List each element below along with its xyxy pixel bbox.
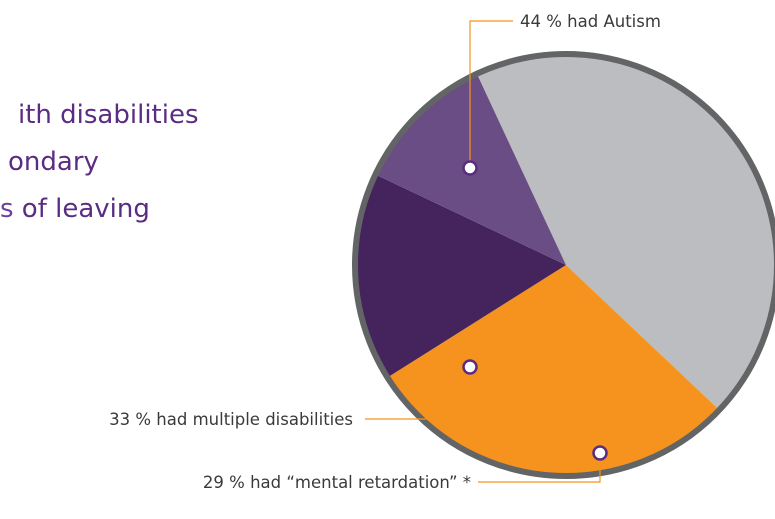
- label-autism: 44 % had Autism: [520, 12, 661, 31]
- intro-line-3: s of leaving: [0, 186, 199, 233]
- label-multiple-disabilities: 33 % had multiple disabilities: [109, 410, 353, 429]
- label-mental-retardation: 29 % had “mental retardation” *: [203, 473, 471, 492]
- intro-line-2: ondary: [8, 147, 99, 177]
- leader-line-autism: [469, 20, 513, 168]
- intro-line-1: ith disabilities: [18, 100, 199, 130]
- leader-line-multiple: [365, 367, 471, 420]
- pie-slice-1: [387, 265, 720, 477]
- marker-autism: [462, 160, 478, 176]
- intro-line-3-accent: s: [0, 194, 14, 224]
- annotation-mental-retardation: 29 % had “mental retardation” *: [203, 445, 608, 492]
- marker-mental: [592, 445, 608, 461]
- leader-line-mental: [478, 453, 601, 483]
- pie-rim: [352, 51, 775, 479]
- intro-line-3-rest: of leaving: [13, 194, 150, 224]
- marker-multiple: [462, 359, 478, 375]
- annotation-multiple-disabilities: 33 % had multiple disabilities: [109, 359, 478, 429]
- annotation-autism: 44 % had Autism: [462, 12, 661, 176]
- intro-text: ith disabilities ondary s of leaving: [0, 92, 199, 233]
- pie-slice-2: [354, 174, 566, 378]
- pie-slice-0: [476, 54, 775, 410]
- pie-slices: [354, 54, 775, 477]
